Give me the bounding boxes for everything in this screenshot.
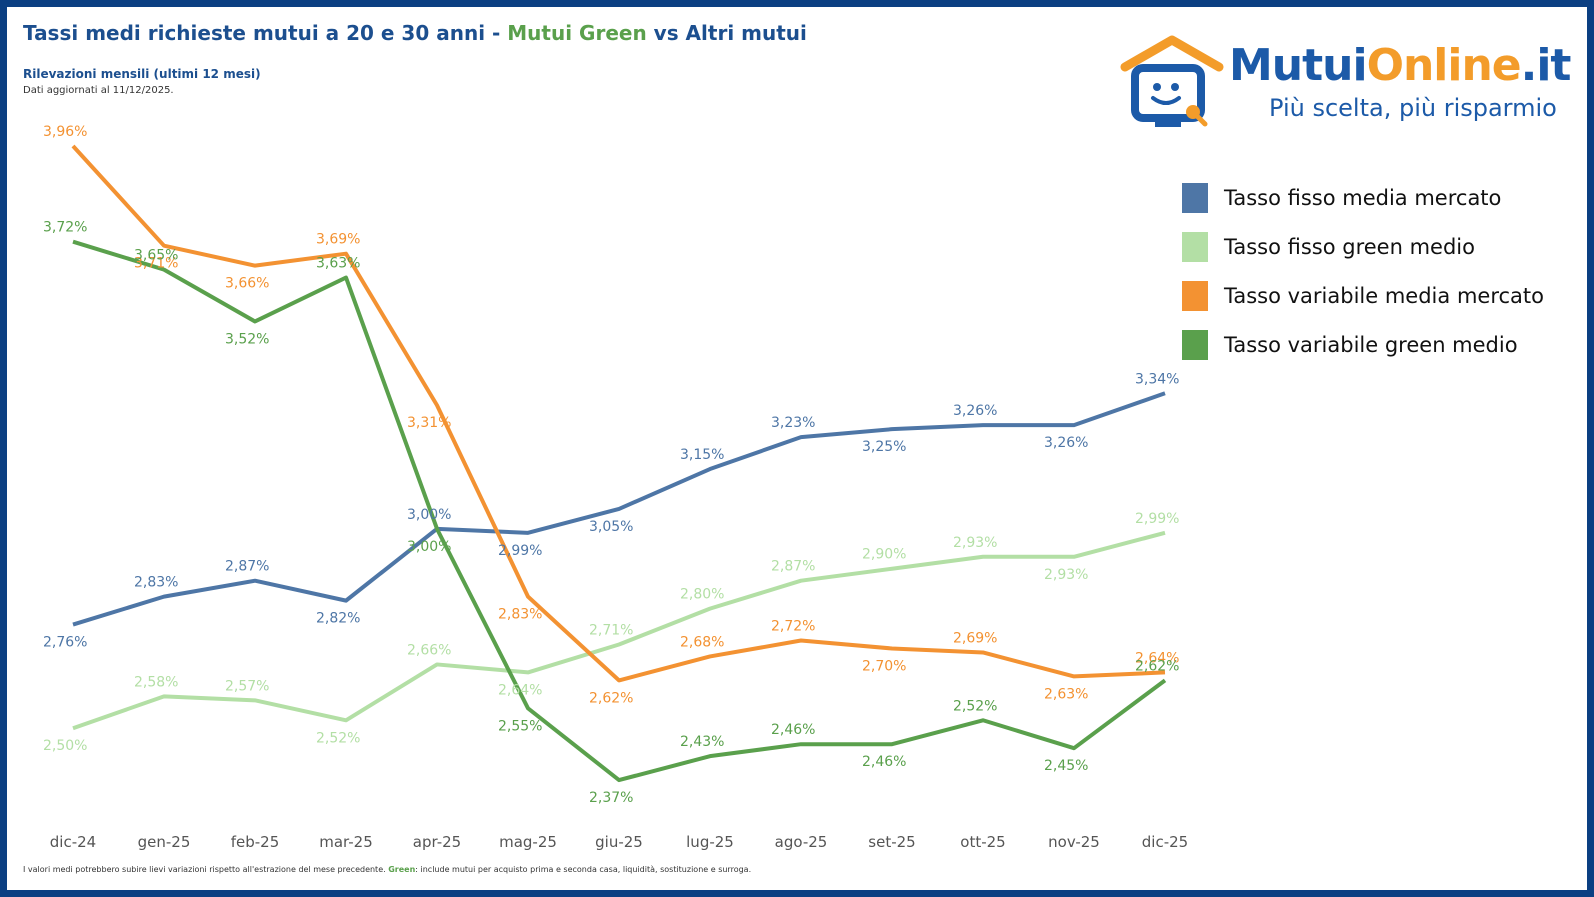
data-label: 2,93% [1044, 567, 1088, 583]
data-label: 2,87% [771, 559, 815, 575]
chart-legend: Tasso fisso media mercato Tasso fisso gr… [1182, 173, 1544, 369]
chart-subtitle: Rilevazioni mensili (ultimi 12 mesi) [23, 67, 261, 81]
data-label: 3,05% [589, 519, 633, 535]
data-label: 2,45% [1044, 758, 1088, 774]
data-label: 3,25% [862, 439, 906, 455]
legend-swatch-fisso-mercato [1182, 182, 1208, 213]
data-label: 2,83% [498, 607, 542, 623]
data-label: 3,63% [316, 256, 360, 272]
series-line-0 [72, 391, 1166, 627]
x-tick-label: apr-25 [413, 833, 461, 851]
data-label: 3,66% [225, 276, 269, 292]
x-tick-label: lug-25 [686, 833, 734, 851]
series-line-2 [71, 144, 1166, 683]
data-label: 2,64% [498, 682, 542, 698]
data-label: 2,76% [43, 635, 87, 651]
x-tick-label: giu-25 [595, 833, 643, 851]
footnote: I valori medi potrebbero subire lievi va… [23, 865, 752, 874]
legend-item-fisso-green: Tasso fisso green medio [1182, 222, 1544, 271]
title-green: Mutui Green [507, 21, 647, 45]
data-label: 2,70% [862, 658, 906, 674]
legend-label: Tasso variabile media mercato [1224, 283, 1544, 308]
data-label: 3,15% [680, 447, 724, 463]
data-label: 2,93% [953, 535, 997, 551]
data-label: 3,72% [43, 220, 87, 236]
legend-item-fisso-mercato: Tasso fisso media mercato [1182, 173, 1544, 222]
data-label: 2,52% [953, 698, 997, 714]
data-label: 3,26% [953, 403, 997, 419]
data-label: 3,23% [771, 415, 815, 431]
x-tick-label: dic-25 [1142, 833, 1188, 851]
data-label: 2,80% [680, 587, 724, 603]
x-tick-label: ott-25 [960, 833, 1005, 851]
x-tick-label: mag-25 [499, 833, 557, 851]
legend-label: Tasso fisso media mercato [1224, 185, 1502, 210]
data-label: 3,00% [407, 539, 451, 555]
logo-tagline: Più scelta, più risparmio [1269, 94, 1557, 122]
data-label: 2,87% [225, 559, 269, 575]
data-label: 3,34% [1135, 371, 1179, 387]
data-label: 2,58% [134, 674, 178, 690]
data-label: 2,55% [498, 718, 542, 734]
legend-item-variabile-green: Tasso variabile green medio [1182, 320, 1544, 369]
data-label: 2,82% [316, 611, 360, 627]
legend-label: Tasso fisso green medio [1224, 234, 1475, 259]
data-label: 2,46% [771, 722, 815, 738]
legend-swatch-variabile-green [1182, 329, 1208, 360]
data-label: 2,62% [1135, 658, 1179, 674]
data-label: 3,31% [407, 415, 451, 431]
data-label: 2,43% [680, 734, 724, 750]
data-label: 2,50% [43, 738, 87, 754]
data-label: 2,46% [862, 754, 906, 770]
data-label: 2,99% [1135, 511, 1179, 527]
series-line-3 [72, 239, 1167, 783]
data-label: 2,52% [316, 730, 360, 746]
logo-name: MutuiOnline.it [1229, 40, 1571, 91]
data-label: 2,64% [1135, 650, 1179, 666]
title-part1: Tassi medi richieste mutui a 20 e 30 ann… [23, 21, 508, 45]
x-tick-label: set-25 [868, 833, 915, 851]
mutuionline-logo: MutuiOnline.it Più scelta, più risparmio [1117, 32, 1571, 137]
data-label: 3,71% [134, 256, 178, 272]
chart-title: Tassi medi richieste mutui a 20 e 30 ann… [23, 21, 807, 45]
house-monitor-icon [1120, 35, 1224, 127]
legend-swatch-variabile-mercato [1182, 280, 1208, 311]
x-tick-label: gen-25 [138, 833, 191, 851]
data-label: 3,26% [1044, 435, 1088, 451]
x-tick-label: mar-25 [319, 833, 373, 851]
x-tick-label: dic-24 [50, 833, 96, 851]
data-label: 2,57% [225, 678, 269, 694]
data-label: 3,00% [407, 507, 451, 523]
data-label: 2,63% [1044, 686, 1088, 702]
legend-label: Tasso variabile green medio [1224, 332, 1518, 357]
data-label: 3,52% [225, 331, 269, 347]
data-label: 2,99% [498, 543, 542, 559]
data-label: 3,96% [43, 124, 87, 140]
title-part2: vs Altri mutui [646, 21, 807, 45]
legend-item-variabile-mercato: Tasso variabile media mercato [1182, 271, 1544, 320]
legend-swatch-fisso-green [1182, 231, 1208, 262]
data-label: 2,66% [407, 642, 451, 658]
data-label: 2,90% [862, 547, 906, 563]
data-label: 2,62% [589, 690, 633, 706]
data-label: 2,69% [953, 630, 997, 646]
data-label: 2,71% [589, 623, 633, 639]
update-date: Dati aggiornati al 11/12/2025. [23, 85, 174, 96]
data-label: 3,69% [316, 232, 360, 248]
data-label: 2,68% [680, 634, 724, 650]
x-tick-label: ago-25 [775, 833, 828, 851]
data-label: 2,83% [134, 575, 178, 591]
series-line-1 [72, 530, 1166, 731]
data-label: 2,37% [589, 790, 633, 806]
data-label: 2,72% [771, 619, 815, 635]
data-label: 3,65% [134, 248, 178, 264]
x-tick-label: feb-25 [231, 833, 280, 851]
x-tick-label: nov-25 [1048, 833, 1100, 851]
